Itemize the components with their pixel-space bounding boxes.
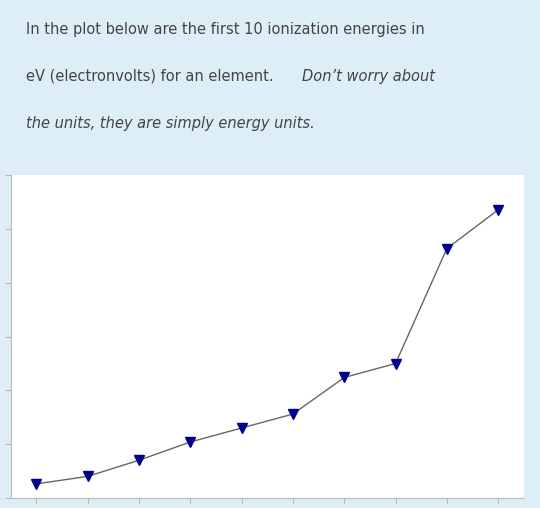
Text: eV (electronvolts) for an element.: eV (electronvolts) for an element. bbox=[26, 69, 279, 84]
Text: In the plot below are the first 10 ionization energies in: In the plot below are the first 10 ioniz… bbox=[26, 22, 425, 37]
Text: the units, they are simply energy units.: the units, they are simply energy units. bbox=[26, 116, 315, 131]
Text: Don’t worry about: Don’t worry about bbox=[302, 69, 435, 84]
